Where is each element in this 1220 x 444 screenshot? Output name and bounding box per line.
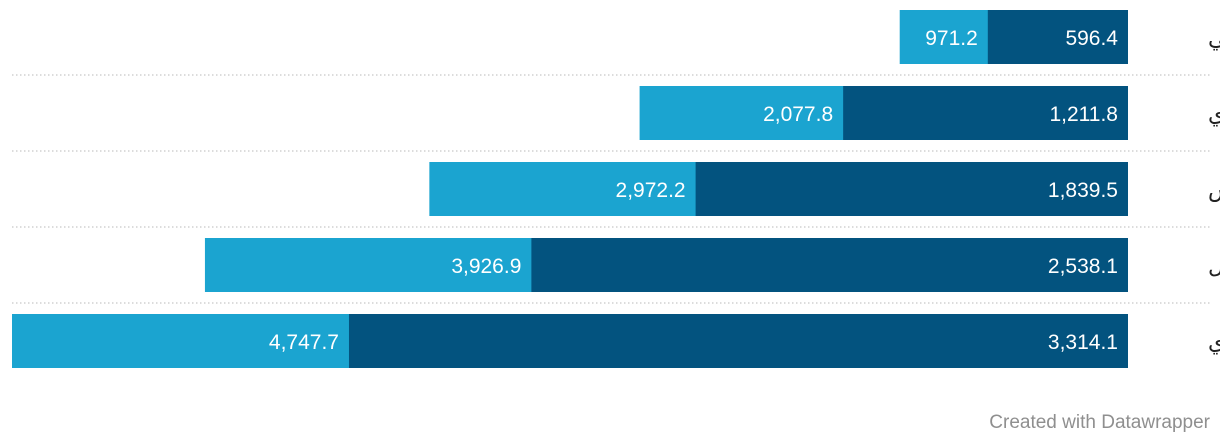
data-label-inner: 3,314.1 xyxy=(1048,331,1118,354)
data-label-outer: 2,077.8 xyxy=(763,103,833,126)
data-label-inner: 1,211.8 xyxy=(1049,103,1118,126)
data-label-outer: 971.2 xyxy=(925,27,978,50)
bar-inner xyxy=(987,10,1128,64)
bar-inner xyxy=(843,86,1128,140)
data-label-inner: 2,538.1 xyxy=(1048,255,1118,278)
category-label: جانفي xyxy=(1208,26,1220,51)
data-label-outer: 2,972.2 xyxy=(616,179,686,202)
data-label-outer: 4,747.7 xyxy=(269,331,339,354)
category-label: مارس xyxy=(1208,178,1220,203)
category-label: ماي xyxy=(1208,330,1220,355)
bar-inner xyxy=(348,314,1128,368)
data-label-inner: 1,839.5 xyxy=(1048,179,1118,202)
bar-chart: 971.2 596.4 جانفي 2,077.8 1,211.8 فيفري 2,972.… xyxy=(12,10,1220,368)
data-label-outer: 3,926.9 xyxy=(451,255,521,278)
bar-inner xyxy=(695,162,1128,216)
category-label: أفريل xyxy=(1208,251,1220,279)
bar-inner xyxy=(531,238,1128,292)
category-label: فيفري xyxy=(1208,102,1220,127)
credit-text: Created with Datawrapper xyxy=(989,412,1210,433)
data-label-inner: 596.4 xyxy=(1065,27,1118,50)
